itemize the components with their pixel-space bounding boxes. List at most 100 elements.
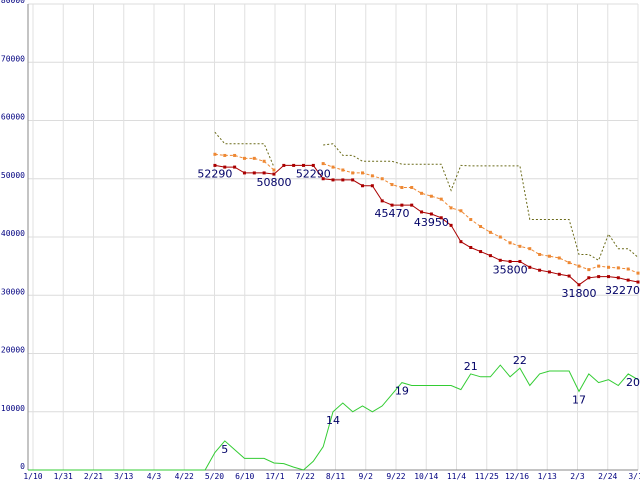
data-point-price (370, 184, 374, 188)
data-point-average (567, 261, 571, 265)
data-point-price (282, 163, 286, 167)
series-layer (28, 131, 640, 471)
data-point-price (557, 272, 561, 276)
data-point-average (390, 183, 394, 187)
data-point-average (439, 197, 443, 201)
data-point-average (479, 225, 483, 229)
x-tick-label: 1/10 (23, 472, 42, 480)
data-point-average (321, 162, 325, 166)
data-point-average (361, 171, 365, 175)
data-point-price (488, 254, 492, 258)
data-point-average (459, 209, 463, 213)
y-tick-label: 20000 (1, 346, 25, 355)
data-point-price (498, 258, 502, 262)
data-point-price (597, 275, 601, 279)
data-point-average (488, 230, 492, 234)
data-point-average (636, 271, 640, 275)
x-axis-tick-labels: 1/10 1/31 2/21 3/13 4/3 4/22 5/20 6/10 17/1 7/22 8… (23, 472, 640, 480)
series-average (213, 152, 640, 275)
x-tick-label: 2/21 (84, 472, 103, 480)
x-tick-label: 6/10 (235, 472, 254, 480)
data-point-average (626, 267, 630, 271)
data-point-average (518, 244, 522, 248)
data-label: 31800 (561, 287, 596, 300)
data-point-average (547, 254, 551, 258)
data-point-average (597, 264, 601, 268)
data-label: 20 (626, 376, 640, 389)
data-point-price (538, 268, 542, 272)
data-label: 32270 (605, 284, 640, 297)
y-tick-label: 30000 (1, 287, 25, 296)
grid (28, 3, 639, 470)
data-point-price (331, 178, 335, 182)
series-line-average (323, 163, 639, 274)
x-tick-label: 4/22 (175, 472, 194, 480)
x-tick-label: 7/22 (296, 472, 315, 480)
x-tick-label: 11/25 (475, 472, 499, 480)
data-label: 52290 (296, 167, 331, 180)
x-tick-label: 5/20 (205, 472, 224, 480)
data-label: 17 (572, 393, 586, 406)
data-point-price (449, 223, 453, 227)
data-label: 22 (513, 354, 527, 367)
x-tick-label: 8/11 (326, 472, 345, 480)
data-point-average (498, 235, 502, 239)
data-point-price (606, 275, 610, 279)
data-point-price (351, 178, 355, 182)
data-point-price (616, 276, 620, 280)
data-point-price (410, 203, 414, 207)
data-point-price (567, 274, 571, 278)
data-point-price (301, 163, 305, 167)
data-point-average (242, 156, 246, 160)
x-tick-label: 2/3 (570, 472, 585, 480)
data-point-price (429, 212, 433, 216)
data-label: 43950 (414, 216, 449, 229)
data-label: 14 (326, 414, 340, 427)
data-point-average (331, 165, 335, 169)
series-line-max (323, 143, 639, 262)
data-point-average (420, 191, 424, 195)
series-count (28, 364, 639, 471)
data-point-average (380, 177, 384, 181)
data-point-average (400, 185, 404, 189)
x-tick-label: 3/17 (628, 472, 640, 480)
data-point-price (587, 276, 591, 280)
x-tick-label: 1/31 (54, 472, 73, 480)
data-point-price (528, 265, 532, 269)
data-point-average (538, 252, 542, 256)
data-point-price (439, 216, 443, 220)
data-point-price (272, 172, 276, 176)
data-point-average (587, 268, 591, 272)
data-point-price (547, 270, 551, 274)
data-point-average (262, 159, 266, 163)
data-point-price (518, 259, 522, 263)
series-line-count (28, 364, 639, 471)
y-tick-label: 50000 (1, 171, 25, 180)
x-tick-label: 10/14 (414, 472, 438, 480)
data-point-price (479, 250, 483, 254)
x-tick-label: 2/24 (598, 472, 617, 480)
data-point-average (351, 171, 355, 175)
data-point-average (429, 194, 433, 198)
y-tick-label: 60000 (1, 113, 25, 122)
x-tick-label: 17/1 (265, 472, 284, 480)
y-tick-label: 10000 (1, 404, 25, 413)
x-tick-label: 12/16 (505, 472, 529, 480)
data-labels: 52290 50800 52290 45470 43950 35800 31800 32270… (197, 167, 640, 455)
data-point-average (223, 153, 227, 157)
data-point-price (242, 171, 246, 175)
data-point-average (577, 264, 581, 268)
data-point-price (292, 163, 296, 167)
data-point-price (626, 278, 630, 282)
x-tick-label: 3/13 (114, 472, 133, 480)
y-axis-tick-labels: 0 10000 20000 30000 40000 50000 60000 70000 8000… (1, 0, 25, 471)
data-point-average (528, 247, 532, 251)
x-tick-label: 4/3 (147, 472, 162, 480)
data-point-average (233, 153, 237, 157)
data-point-price (390, 203, 394, 207)
data-point-price (233, 165, 237, 169)
data-point-price (380, 199, 384, 203)
x-tick-label: 9/2 (359, 472, 374, 480)
data-label: 21 (464, 360, 478, 373)
